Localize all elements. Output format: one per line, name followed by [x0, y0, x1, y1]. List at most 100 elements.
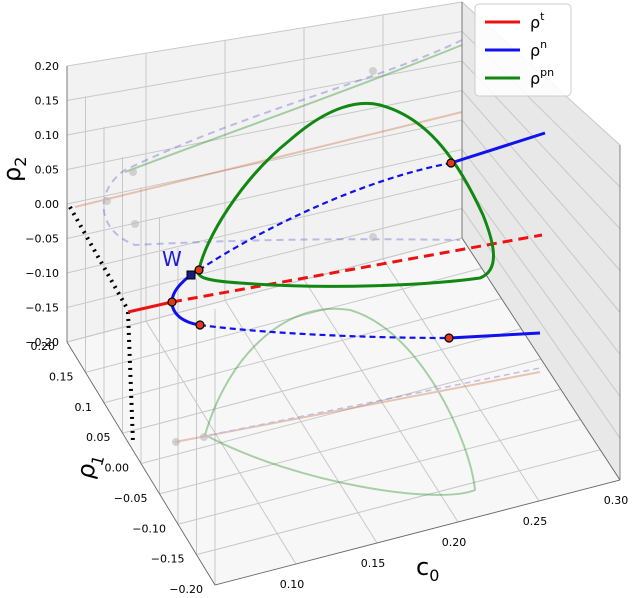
proj-marker: [369, 67, 377, 75]
z-tick-label: 0.00: [35, 198, 60, 211]
z-tick-label: 0.20: [35, 60, 60, 73]
z-axis-symbol: ρ: [0, 167, 26, 182]
projections: [74, 39, 541, 496]
construction-dotted-2: [126, 311, 135, 444]
z-tick-label: −0.10: [25, 267, 59, 280]
projection-markers: [103, 67, 377, 446]
y-tick-label: 0.20: [31, 340, 56, 353]
x-axis-label: c0: [416, 553, 439, 585]
proj-n-floor: [199, 367, 541, 438]
y-tick-label: 0.15: [49, 370, 74, 383]
grid-line: [461, 178, 621, 397]
grid-line: [66, 1, 463, 67]
y-tick-label: 0.1: [75, 401, 93, 414]
grid-line: [122, 328, 522, 434]
legend-sup-rho-n: n: [540, 38, 547, 51]
marker-point: [195, 320, 205, 330]
z-tick-label: −0.15: [25, 302, 59, 315]
y-tick-label: −0.05: [114, 492, 148, 505]
z-tick-label: 0.05: [35, 164, 60, 177]
x-tick-label: 0.25: [523, 515, 548, 528]
proj-marker: [103, 197, 111, 205]
grid-line: [103, 298, 502, 404]
legend-sup-rho-t: t: [540, 10, 545, 23]
back-wall-right: [462, 2, 620, 480]
grid-line: [66, 178, 463, 274]
curve-markers: [167, 158, 456, 343]
legend-label-rho-t: ρt: [530, 10, 545, 32]
y-axis-label: ρ1: [71, 450, 108, 483]
proj-marker: [131, 220, 139, 228]
back-wall-left: [67, 2, 462, 342]
z-axis-subscript: 2: [11, 157, 30, 167]
w-annotation: W: [162, 247, 182, 271]
grid-line: [145, 320, 297, 565]
marker-point: [194, 265, 204, 275]
y-axis-subscript: 1: [87, 453, 108, 468]
y-tick-label: −0.15: [151, 553, 185, 566]
series-rho-n-solid-upper: [450, 131, 546, 165]
grid-line: [224, 300, 378, 544]
grid-line: [461, 90, 621, 271]
legend-sup-rho-pn: pn: [540, 66, 554, 79]
legend-symbol-rho-t: ρ: [530, 13, 540, 32]
marker-point: [446, 158, 456, 168]
grid-line: [66, 90, 463, 170]
z-tick-label: −0.05: [25, 233, 59, 246]
marker-point: [167, 297, 177, 307]
z-tick-label: 0.15: [35, 95, 60, 108]
proj-marker: [369, 233, 377, 241]
proj-marker: [200, 433, 208, 441]
proj-n-wall: [102, 39, 463, 247]
x-axis-subscript: 0: [429, 566, 439, 585]
series-rho-n-solid-lower: [448, 331, 541, 340]
w-point-marker: [186, 270, 196, 280]
x-tick-label: 0.15: [361, 557, 386, 570]
legend-symbol-rho-n: ρ: [530, 41, 540, 60]
grid-line: [66, 60, 463, 136]
series-rho-pn: [196, 101, 495, 288]
z-tick-labels: 0.20 0.15 0.10 0.05 0.00 −0.05 −0.10 −0.15 −0.20: [25, 60, 59, 349]
y-tick-label: −0.20: [169, 583, 203, 596]
z-tick-label: −0.20: [25, 336, 59, 349]
grid-line: [66, 208, 463, 308]
legend-box: [474, 3, 572, 97]
legend-label-rho-pn: ρpn: [530, 66, 554, 88]
y-tick-label: −0.10: [132, 522, 166, 535]
z-tick-label: 0.10: [35, 129, 60, 142]
grid-line: [85, 267, 482, 373]
grid-line: [177, 419, 581, 525]
x-tick-label: 0.20: [442, 536, 467, 549]
proj-pn-wall: [124, 44, 463, 173]
y-tick-label: 0.00: [105, 462, 130, 475]
y-axis-symbol: ρ: [71, 460, 102, 482]
proj-t-floor: [174, 371, 541, 443]
grid-line: [66, 237, 463, 343]
series-rho-t-solid: [127, 300, 173, 314]
x-axis-symbol: c: [416, 553, 429, 581]
proj-pn-floor: [203, 307, 477, 496]
legend-symbol-rho-pn: ρ: [530, 69, 540, 88]
y-tick-labels: 0.20 0.15 0.1 0.05 0.00 −0.05 −0.10 −0.15 −0.20: [31, 340, 204, 596]
y-tick-label: 0.05: [86, 431, 111, 444]
grid-line: [159, 388, 561, 495]
grid-line: [461, 208, 621, 439]
x-tick-label: 0.30: [604, 494, 629, 507]
grid-line: [196, 449, 601, 556]
grid-line: [140, 358, 542, 464]
grid-line: [461, 149, 621, 355]
series-rho-n-dashed-lower: [199, 323, 450, 340]
z-axis-label: ρ2: [0, 157, 30, 182]
proj-marker: [129, 168, 137, 176]
construction-dotted-1: [68, 206, 130, 311]
marker-point: [444, 333, 454, 343]
legend-label-rho-n: ρn: [530, 38, 547, 60]
grid-line: [382, 258, 540, 502]
legend: ρt ρn ρpn: [474, 3, 572, 97]
x-tick-labels: 0.050.100.150.200.250.30: [280, 494, 629, 591]
x-tick-label: 0.10: [280, 578, 305, 591]
proj-marker: [172, 438, 180, 446]
axis-box-edges: [66, 2, 621, 586]
